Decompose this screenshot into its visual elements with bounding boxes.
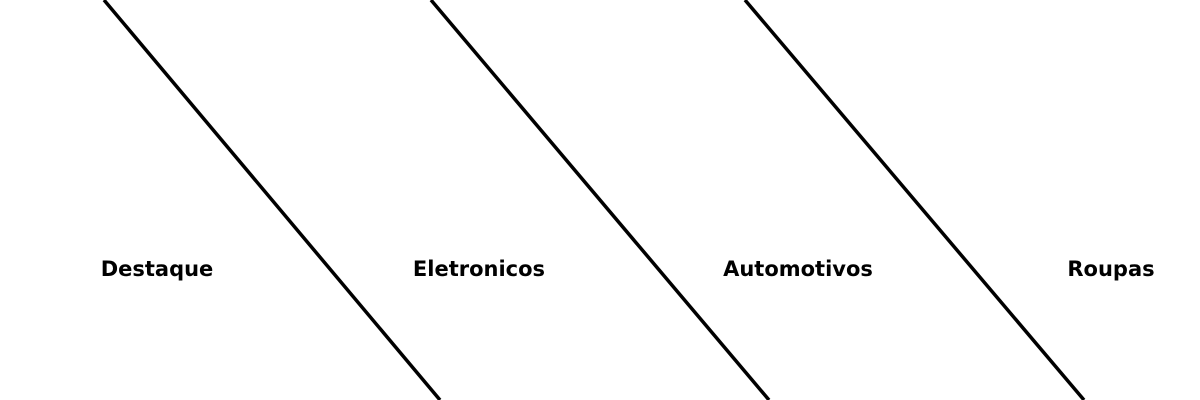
tab-eletronicos[interactable]: Eletronicos	[412, 257, 546, 281]
divider-line	[743, 0, 1086, 400]
tab-automotivos[interactable]: Automotivos	[723, 257, 873, 281]
divider-line	[102, 0, 442, 400]
divider-line	[429, 0, 771, 400]
tab-destaque[interactable]: Destaque	[100, 257, 214, 281]
tab-roupas[interactable]: Roupas	[1067, 257, 1155, 281]
